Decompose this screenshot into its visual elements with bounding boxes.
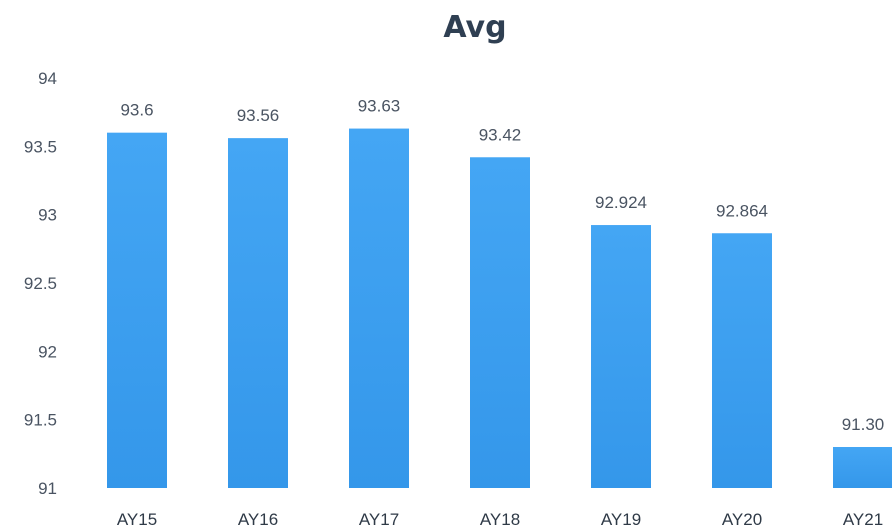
- bar-ay19: [591, 225, 651, 488]
- x-tick-label: AY16: [238, 510, 278, 529]
- x-tick-label: AY21: [843, 510, 883, 529]
- x-tick-label: AY19: [601, 510, 641, 529]
- bar-ay17: [349, 128, 409, 489]
- x-tick-label: AY20: [722, 510, 762, 529]
- data-label: 93.56: [237, 106, 280, 125]
- data-labels: 93.6 93.56 93.63 93.42 92.924 92.864 91.30: [120, 97, 884, 434]
- data-label: 93.42: [479, 125, 522, 144]
- chart-title: Avg: [443, 10, 506, 45]
- y-axis: 94 93.5 93 92.5 92 91.5 91: [24, 69, 57, 498]
- x-tick-label: AY18: [480, 510, 520, 529]
- y-tick-label: 92.5: [24, 274, 57, 293]
- bar-ay20: [712, 233, 772, 488]
- bar-ay21: [833, 447, 892, 488]
- y-tick-label: 93.5: [24, 137, 57, 156]
- bar-ay15: [107, 132, 167, 488]
- bar-ay16: [228, 138, 288, 488]
- data-label: 93.6: [120, 101, 153, 120]
- data-label: 91.30: [842, 415, 885, 434]
- bars: [107, 128, 892, 489]
- x-tick-label: AY17: [359, 510, 399, 529]
- data-label: 92.924: [595, 193, 647, 212]
- y-tick-label: 92: [38, 342, 57, 361]
- y-tick-label: 91.5: [24, 411, 57, 430]
- bar-ay18: [470, 157, 530, 488]
- y-tick-label: 91: [38, 479, 57, 498]
- x-axis: AY15 AY16 AY17 AY18 AY19 AY20 AY21: [117, 510, 883, 529]
- data-label: 92.864: [716, 201, 768, 220]
- y-tick-label: 94: [38, 69, 57, 88]
- data-label: 93.63: [358, 97, 401, 116]
- x-tick-label: AY15: [117, 510, 157, 529]
- y-tick-label: 93: [38, 206, 57, 225]
